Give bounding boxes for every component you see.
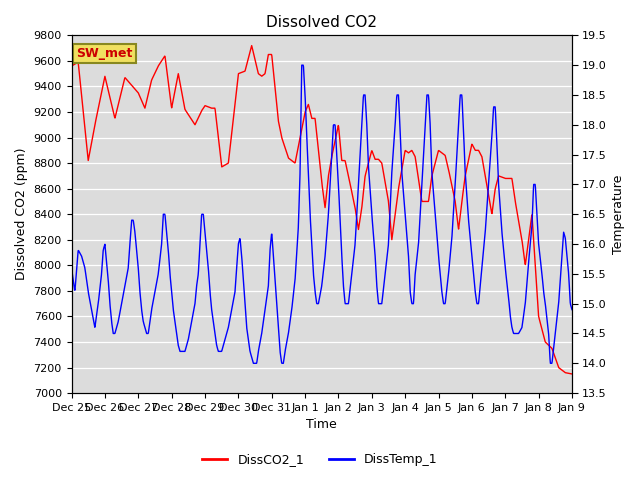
X-axis label: Time: Time (307, 419, 337, 432)
Y-axis label: Dissolved CO2 (ppm): Dissolved CO2 (ppm) (15, 148, 28, 280)
Text: SW_met: SW_met (77, 47, 133, 60)
Y-axis label: Temperature: Temperature (612, 175, 625, 254)
Title: Dissolved CO2: Dissolved CO2 (266, 15, 377, 30)
Legend: DissCO2_1, DissTemp_1: DissCO2_1, DissTemp_1 (197, 448, 443, 471)
